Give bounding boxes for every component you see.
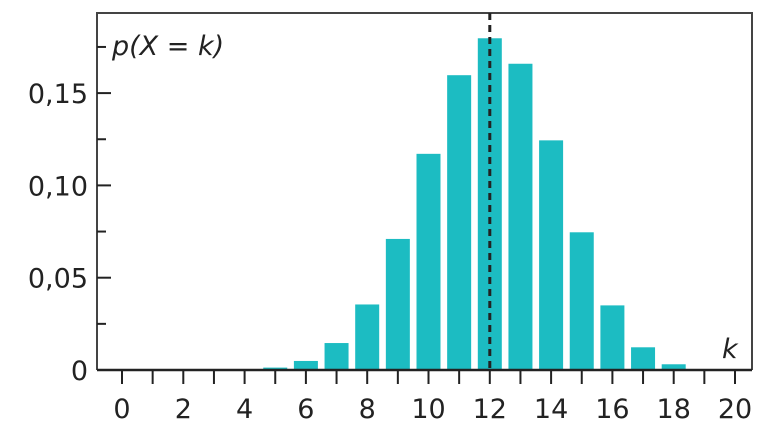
bar-k-9 bbox=[385, 238, 410, 370]
bar-k-8 bbox=[355, 304, 380, 370]
x-tick-label: 2 bbox=[175, 394, 192, 425]
x-tick-label: 8 bbox=[359, 394, 376, 425]
bar-k-10 bbox=[416, 153, 441, 370]
bar-k-13 bbox=[508, 63, 533, 371]
x-tick-label: 14 bbox=[534, 394, 568, 425]
bar-k-16 bbox=[600, 305, 625, 370]
x-axis-label: k bbox=[722, 334, 739, 365]
y-tick-label: 0,05 bbox=[28, 264, 88, 295]
x-tick-label: 4 bbox=[236, 394, 253, 425]
bar-k-14 bbox=[539, 140, 564, 370]
y-tick-label: 0,15 bbox=[28, 79, 88, 110]
y-axis-label: p(X = k) bbox=[111, 31, 224, 62]
x-tick-label: 16 bbox=[595, 394, 629, 425]
bar-k-11 bbox=[447, 75, 472, 371]
bar-k-7 bbox=[324, 343, 349, 370]
bar-k-18 bbox=[661, 364, 686, 370]
x-tick-label: 10 bbox=[411, 394, 445, 425]
y-tick-label: 0,10 bbox=[28, 171, 88, 202]
x-tick-label: 0 bbox=[113, 394, 130, 425]
x-tick-label: 12 bbox=[473, 394, 507, 425]
plot-frame bbox=[96, 12, 753, 370]
y-tick-label: 0 bbox=[71, 356, 88, 387]
bar-k-17 bbox=[631, 347, 656, 370]
x-tick-label: 6 bbox=[297, 394, 314, 425]
x-tick-label: 18 bbox=[657, 394, 691, 425]
bar-k-6 bbox=[293, 360, 318, 370]
x-tick-label: 20 bbox=[718, 394, 752, 425]
bar-k-15 bbox=[569, 232, 594, 370]
